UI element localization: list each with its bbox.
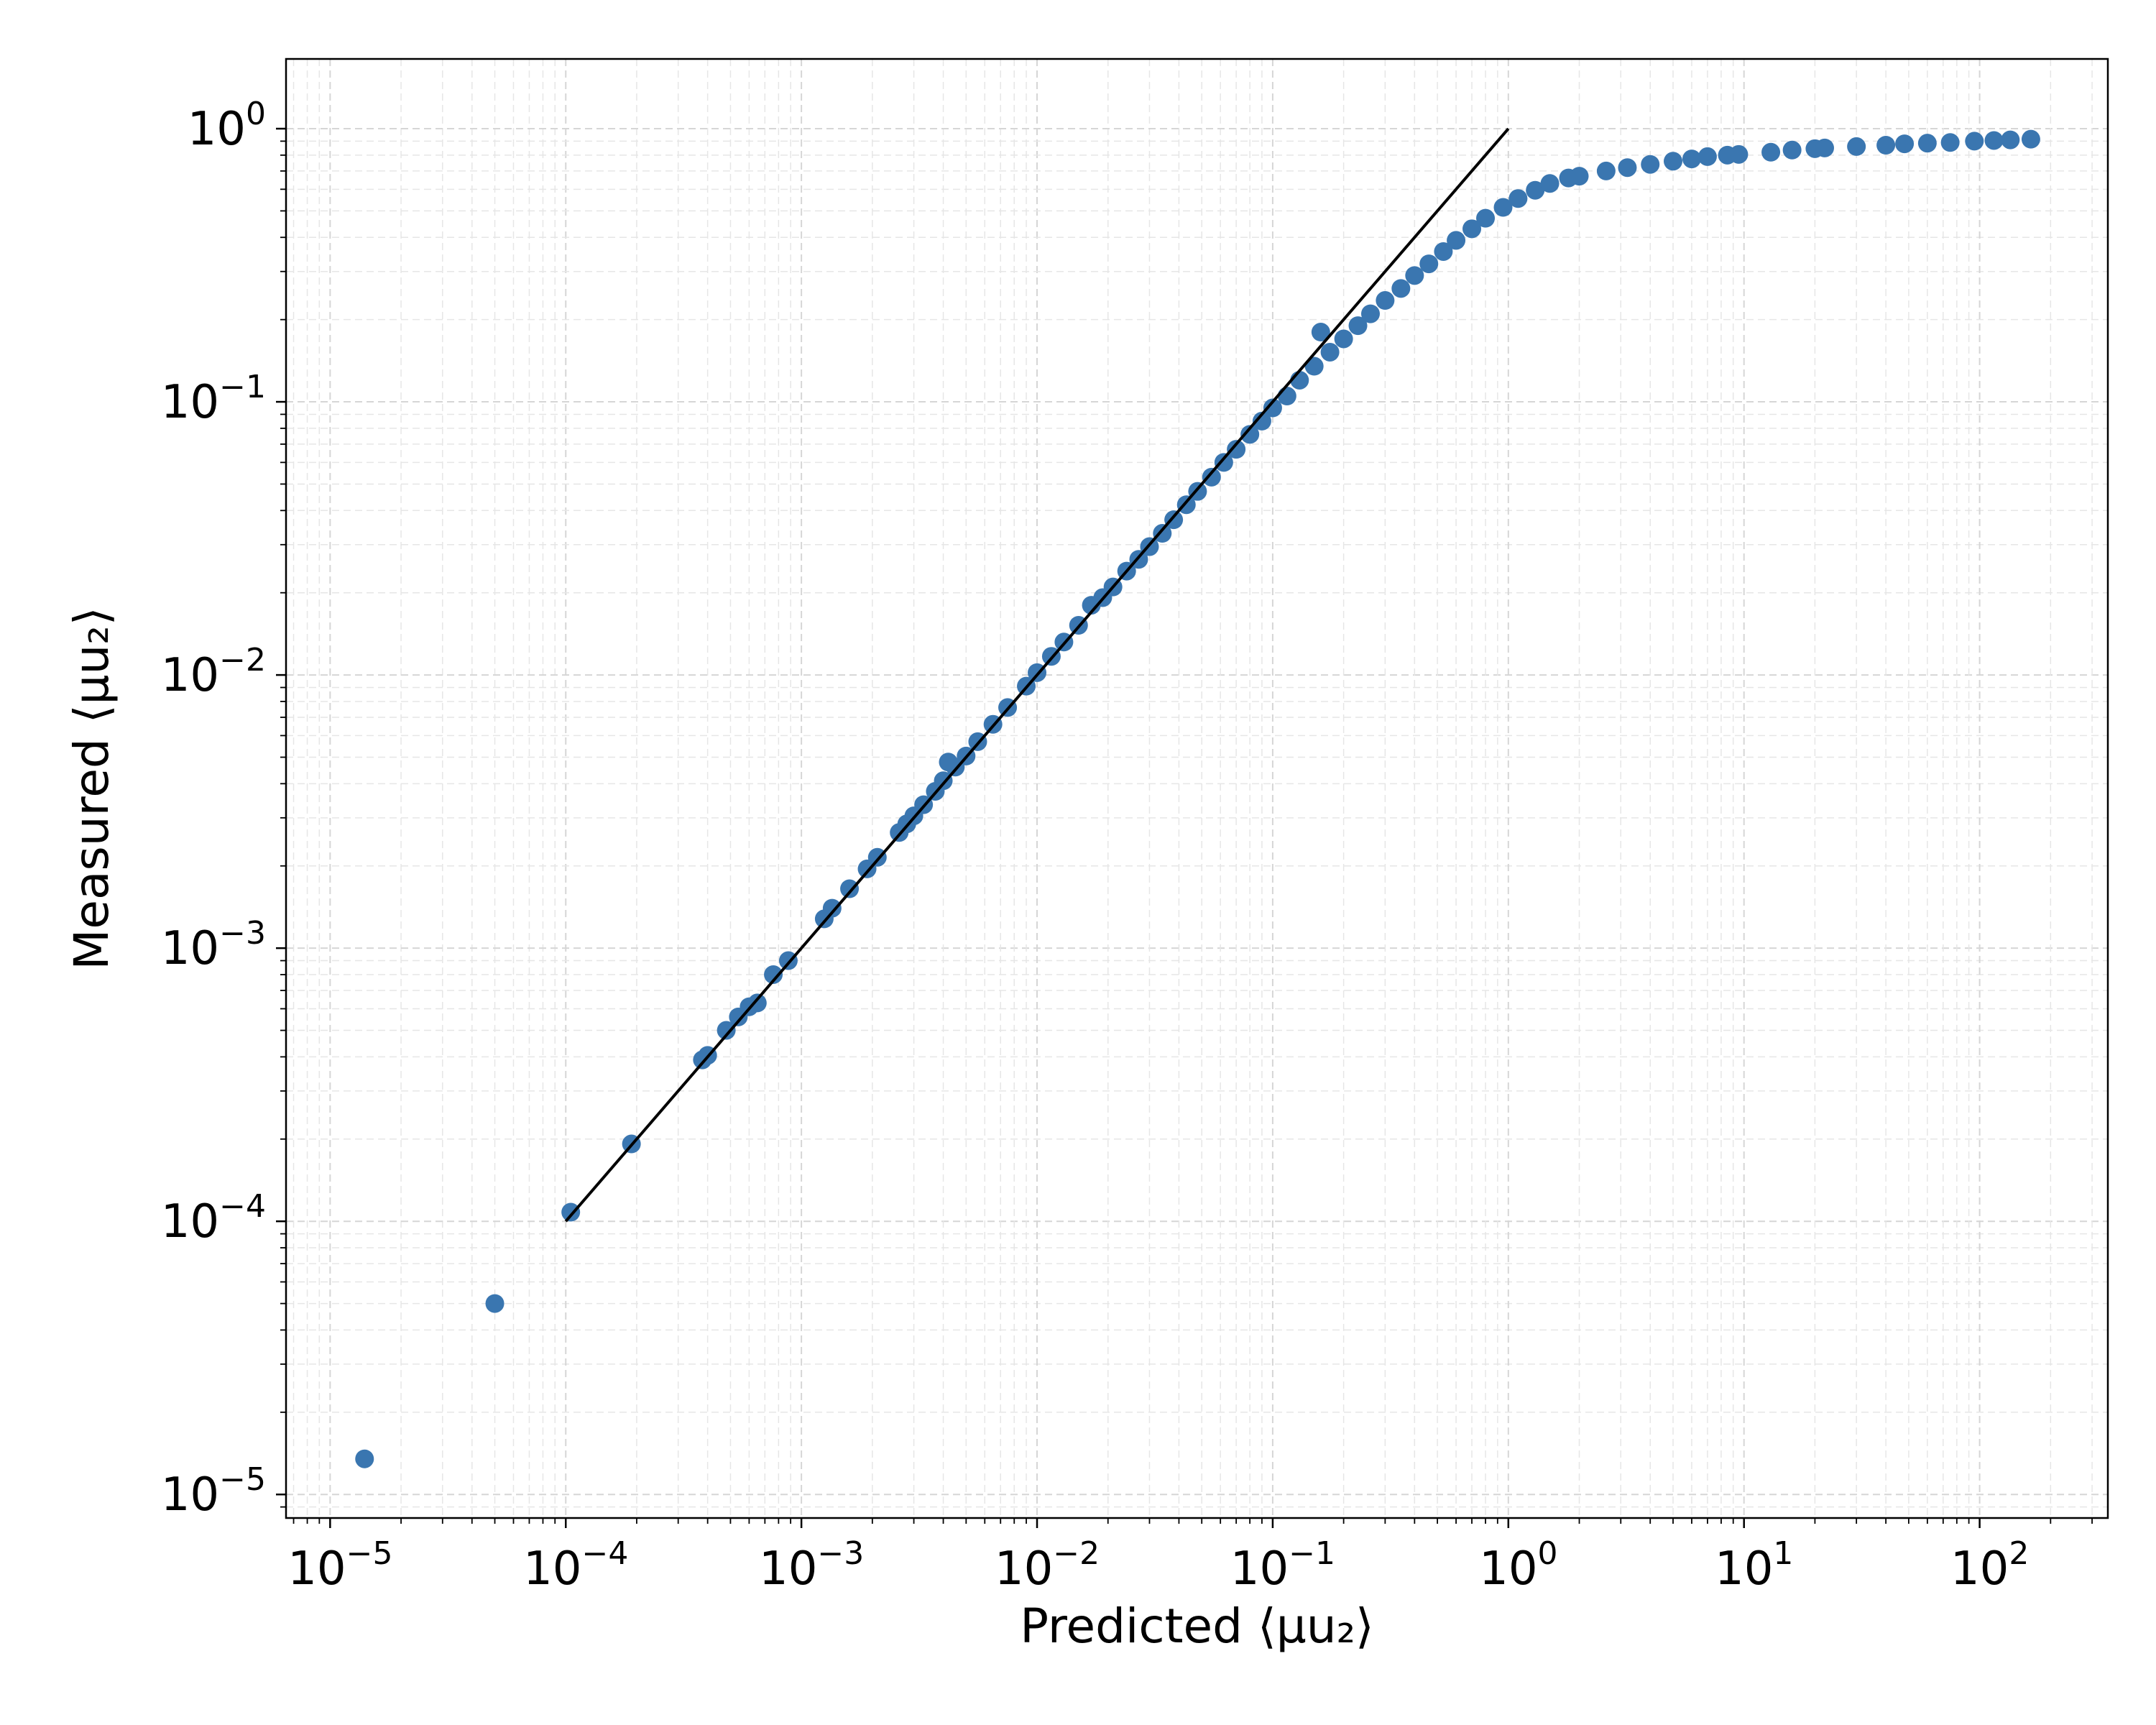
scatter-point bbox=[1376, 291, 1395, 310]
scatter-point bbox=[1984, 131, 2004, 150]
scatter-point bbox=[1641, 155, 1660, 174]
x-tick-label: 10−2 bbox=[995, 1535, 1100, 1596]
scatter-point bbox=[840, 879, 860, 898]
x-tick-label: 101 bbox=[1715, 1535, 1793, 1596]
scatter-point bbox=[1391, 279, 1411, 298]
scatter-point bbox=[485, 1294, 505, 1313]
scatter-point bbox=[1618, 158, 1637, 178]
scatter-point bbox=[1682, 150, 1701, 169]
scatter-point bbox=[1895, 134, 1915, 154]
y-axis-label: Measured ⟨μu₂⟩ bbox=[64, 607, 119, 970]
scatter-point bbox=[1782, 140, 1802, 160]
scatter-point bbox=[2021, 129, 2040, 149]
x-tick-label: 102 bbox=[1950, 1535, 2029, 1596]
scatter-point bbox=[1240, 425, 1260, 444]
y-tick-label: 10−4 bbox=[161, 1188, 266, 1248]
scatter-point bbox=[1664, 152, 1683, 171]
scatter-point bbox=[1419, 254, 1439, 274]
scatter-point bbox=[1462, 219, 1482, 239]
scatter-point bbox=[1508, 189, 1528, 208]
y-tick-label: 10−5 bbox=[161, 1461, 266, 1522]
y-tick-label: 10−3 bbox=[161, 915, 266, 975]
scatter-point bbox=[1729, 144, 1749, 164]
scatter-point bbox=[1815, 138, 1834, 157]
scatter-point bbox=[1405, 266, 1424, 285]
scatter-point bbox=[1334, 329, 1353, 349]
scatter-point bbox=[1153, 524, 1172, 543]
scatter-point bbox=[1320, 342, 1340, 362]
scatter-point bbox=[2001, 130, 2020, 150]
scatter-point bbox=[822, 898, 842, 918]
scatter-point bbox=[1311, 323, 1330, 342]
scatter-point bbox=[1493, 198, 1513, 217]
grid bbox=[286, 59, 2108, 1518]
scatter-point bbox=[1847, 137, 1866, 156]
scatter-point bbox=[561, 1202, 581, 1222]
y-tick-label: 10−1 bbox=[161, 369, 266, 429]
scatter-point bbox=[1252, 411, 1271, 431]
x-tick-label: 10−3 bbox=[759, 1535, 864, 1596]
scatter-point bbox=[1277, 387, 1296, 406]
scatter-point bbox=[1917, 134, 1937, 153]
scatter-point bbox=[1965, 132, 1984, 151]
scatter-point bbox=[717, 1021, 736, 1040]
scatter-point bbox=[1596, 161, 1616, 180]
scatter-point bbox=[1360, 304, 1380, 323]
scatter-point bbox=[1476, 208, 1496, 228]
x-axis-label: Predicted ⟨μu₂⟩ bbox=[1020, 1598, 1374, 1654]
scatter-point bbox=[1164, 510, 1184, 530]
scatter-point bbox=[1570, 167, 1589, 186]
scatter-point bbox=[1876, 136, 1896, 155]
scatter-point bbox=[1227, 440, 1246, 459]
scatter-point bbox=[1540, 174, 1560, 193]
tick-labels: 10−5 10−4 10−3 10−2 10−1 100 101 102 10−5 10−4 10−… bbox=[161, 96, 2030, 1596]
x-tick-label: 10−1 bbox=[1230, 1535, 1335, 1596]
scatter-point bbox=[1697, 147, 1717, 166]
scatter-point bbox=[1202, 467, 1221, 487]
x-tick-label: 10−5 bbox=[287, 1535, 392, 1596]
y-tick-label: 100 bbox=[188, 96, 266, 156]
plot-frame bbox=[285, 58, 2109, 1519]
scatter-point bbox=[1447, 231, 1466, 250]
scatter-point bbox=[1348, 316, 1368, 336]
scatter-point bbox=[355, 1449, 374, 1468]
reference-line-series bbox=[564, 127, 1510, 1223]
reference-line bbox=[564, 127, 1510, 1223]
x-tick-label: 10−4 bbox=[523, 1535, 628, 1596]
scatter-point bbox=[1940, 133, 1960, 152]
ticks bbox=[276, 127, 2093, 1528]
scatter-point bbox=[1214, 453, 1233, 472]
scatter-point bbox=[764, 965, 783, 984]
scatter-point bbox=[1304, 356, 1324, 376]
scatter-point bbox=[1263, 398, 1282, 418]
scatter-point bbox=[747, 993, 767, 1013]
scatter-point bbox=[1434, 242, 1453, 261]
scatter-point bbox=[1526, 180, 1545, 200]
scatter-point bbox=[1761, 142, 1781, 162]
x-tick-label: 100 bbox=[1479, 1535, 1557, 1596]
y-tick-label: 10−2 bbox=[161, 642, 266, 702]
